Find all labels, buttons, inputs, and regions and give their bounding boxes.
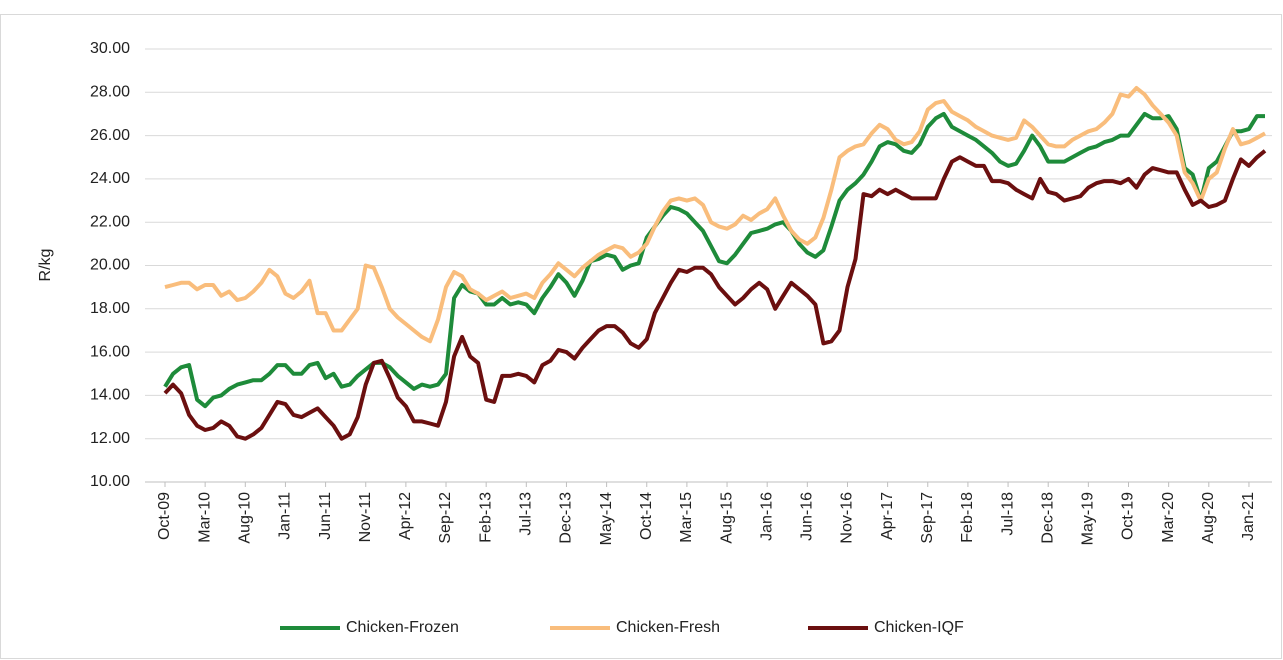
x-tick-label: Dec-18 [1039, 492, 1056, 544]
y-tick-label: 16.00 [90, 343, 130, 360]
y-tick-label: 14.00 [90, 387, 130, 404]
x-tick-label: Aug-20 [1200, 492, 1217, 544]
y-tick-label: 20.00 [90, 257, 130, 274]
x-tick-label: Feb-18 [959, 492, 976, 543]
x-tick-label: Mar-10 [196, 492, 213, 543]
chart-frame [0, 14, 1282, 659]
x-tick-label: Aug-15 [718, 492, 735, 544]
x-tick-label: Jul-18 [999, 492, 1016, 536]
x-tick-label: Jul-13 [518, 492, 535, 536]
x-tick-label: Dec-13 [558, 492, 575, 544]
x-tick-label: Mar-15 [678, 492, 695, 543]
y-tick-label: 24.00 [90, 170, 130, 187]
y-tick-label: 12.00 [90, 430, 130, 447]
x-tick-label: Nov-16 [839, 492, 856, 544]
x-tick-label: Jan-21 [1240, 492, 1257, 541]
x-tick-label: Jun-16 [799, 492, 816, 541]
y-tick-label: 10.00 [90, 473, 130, 490]
series-line [163, 149, 1267, 441]
x-tick-label: May-19 [1080, 492, 1097, 545]
x-tick-label: Jun-11 [317, 492, 334, 540]
x-tick-label: Oct-14 [638, 492, 655, 540]
series-line [164, 86, 1266, 344]
x-tick-label: Feb-13 [477, 492, 494, 543]
x-tick-label: Oct-09 [156, 492, 173, 540]
legend-label: Chicken-Fresh [616, 619, 720, 636]
legend-label: Chicken-Frozen [346, 619, 459, 636]
x-tick-label: Sep-12 [437, 492, 454, 544]
y-tick-label: 28.00 [90, 84, 130, 101]
legend-label: Chicken-IQF [874, 619, 964, 636]
y-axis-label: R/kg [37, 249, 54, 282]
x-tick-label: Oct-19 [1120, 492, 1137, 540]
series-line [163, 111, 1265, 409]
x-tick-label: Sep-17 [919, 492, 936, 544]
x-tick-label: Apr-17 [879, 492, 896, 540]
x-tick-label: Jan-11 [277, 492, 294, 540]
x-tick-label: Nov-11 [357, 492, 374, 542]
y-tick-label: 18.00 [90, 300, 130, 317]
x-tick-label: Mar-20 [1160, 492, 1177, 543]
y-tick-label: 26.00 [90, 127, 130, 144]
y-tick-label: 22.00 [90, 213, 130, 230]
x-tick-label: Aug-10 [237, 492, 254, 544]
y-tick-label: 30.00 [90, 40, 130, 57]
x-tick-label: May-14 [598, 492, 615, 545]
x-tick-label: Apr-12 [397, 492, 414, 540]
x-tick-label: Jan-16 [758, 492, 775, 541]
